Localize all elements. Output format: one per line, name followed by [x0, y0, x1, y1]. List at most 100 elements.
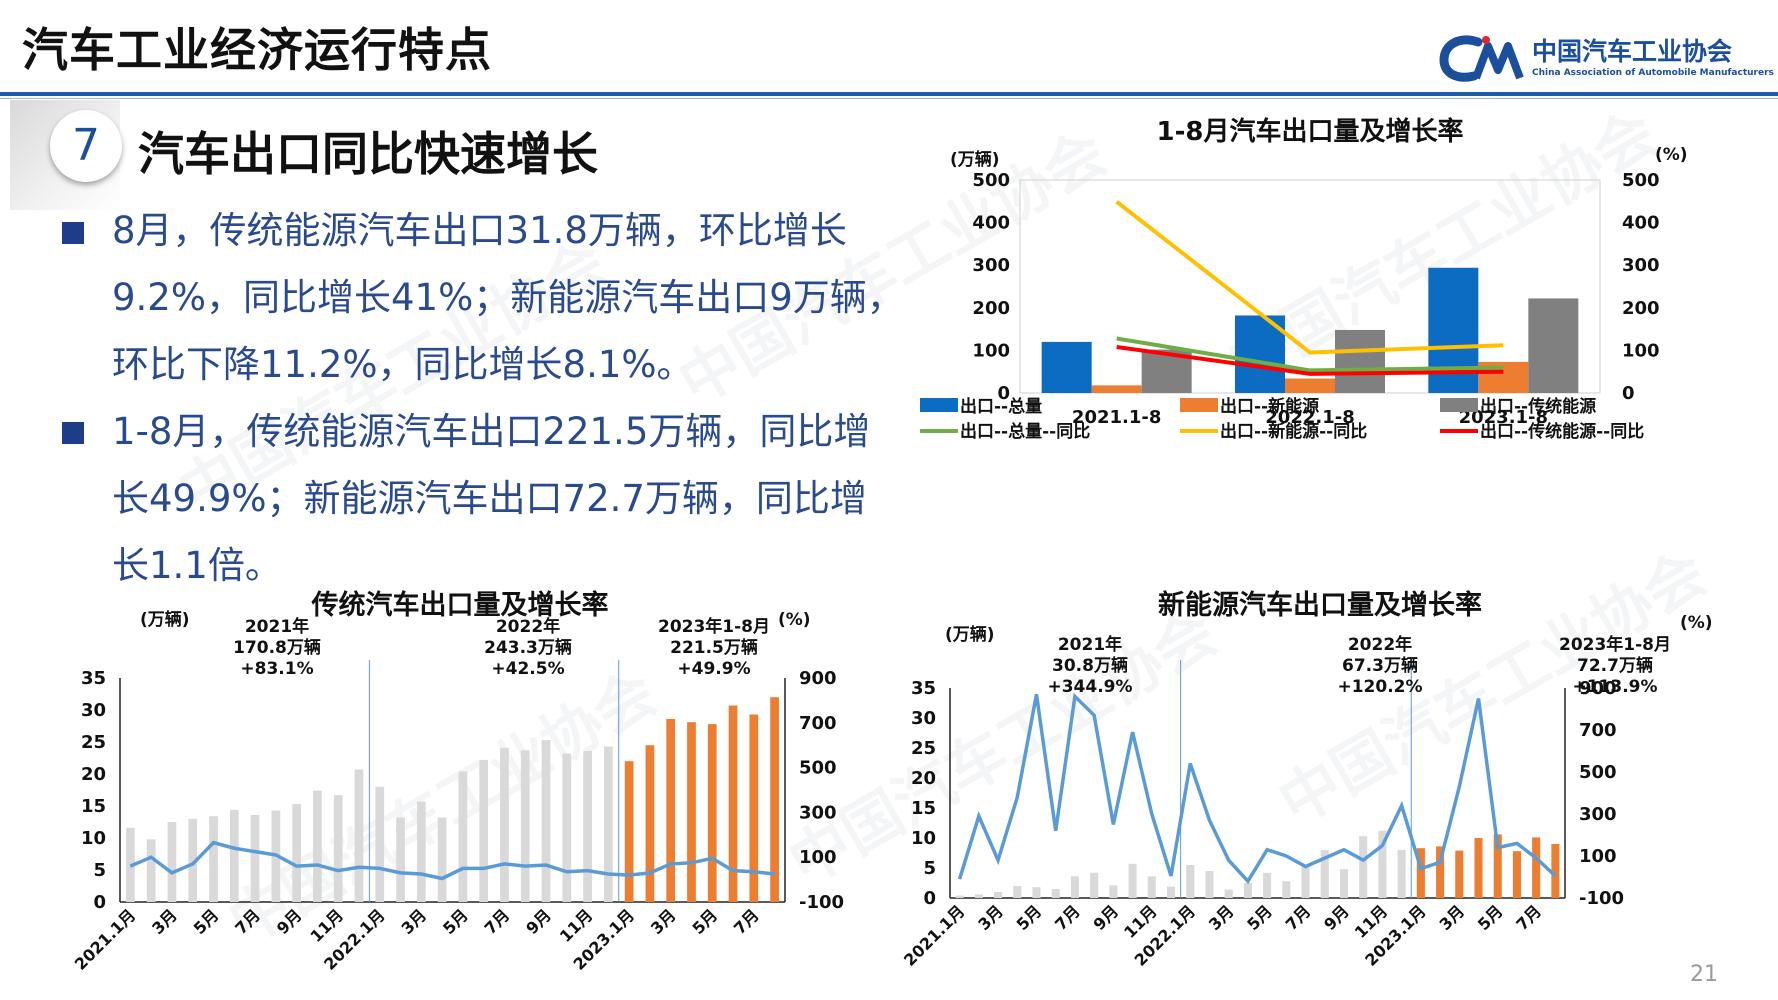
y-tick-right: 100 — [799, 847, 837, 868]
export-bar — [1359, 836, 1368, 898]
export-bar — [994, 892, 1003, 898]
export-bar — [1205, 871, 1214, 898]
x-tick-label: 3月 — [148, 905, 181, 938]
org-name: 中国汽车工业协会 — [1532, 37, 1733, 66]
export-bar — [666, 718, 676, 902]
nev-export-chart: 新能源汽车出口量及增长率 (万辆) (%) 0 5 10 15 20 25 30 35 -100 100… — [900, 589, 1713, 970]
y-tick-left: 0 — [997, 383, 1010, 404]
export-bar — [1397, 850, 1406, 898]
export-bar — [974, 894, 983, 898]
x-tick-label: 3月 — [974, 901, 1007, 934]
x-tick-label: 2021.1月 — [900, 901, 968, 969]
section-heading: 汽车出口同比快速增长 — [138, 127, 598, 181]
x-tick-label: 3月 — [1435, 901, 1468, 934]
export-bar — [292, 804, 302, 902]
y-axis-label-right: (%) — [1680, 613, 1713, 633]
y-tick-left: 300 — [972, 255, 1010, 276]
y-tick-left: 10 — [81, 828, 106, 849]
export-bar — [562, 753, 572, 902]
export-bar — [479, 759, 489, 902]
x-tick-label: 7月 — [730, 905, 763, 938]
y-tick-left: 15 — [81, 796, 106, 817]
y-tick-right: 900 — [799, 668, 837, 689]
legend-swatch — [1440, 398, 1478, 412]
x-tick-label: 7月 — [1512, 901, 1545, 934]
legend-label: 出口--传统能源 — [1480, 396, 1596, 417]
period-annotation: 2022年 — [1348, 634, 1412, 655]
y-tick-left: 20 — [81, 764, 106, 785]
export-bar — [1493, 834, 1502, 898]
org-logo: 中国汽车工业协会 China Association of Automobile… — [1439, 30, 1774, 86]
export-bar — [1378, 830, 1387, 898]
period-annotation: 67.3万辆 — [1342, 655, 1418, 676]
period-annotation: 2022年 — [496, 616, 560, 637]
legend-label: 出口--总量--同比 — [960, 421, 1090, 442]
export-bar — [146, 839, 156, 902]
export-bar — [1455, 850, 1464, 898]
export-bar — [770, 697, 779, 902]
x-tick-label: 5月 — [190, 905, 223, 938]
bar-nev — [1091, 385, 1142, 393]
export-bar — [1243, 883, 1252, 898]
export-bar — [1339, 869, 1349, 898]
y-tick-right: -100 — [799, 892, 844, 913]
export-bar — [333, 795, 343, 902]
bullet-marker — [62, 222, 84, 244]
export-bar — [728, 705, 738, 902]
y-tick-left: 35 — [911, 678, 936, 699]
x-tick-label: 2021.1月 — [71, 905, 139, 973]
y-tick-right: -100 — [1579, 888, 1624, 909]
x-tick-label: 9月 — [273, 905, 306, 938]
y-tick-left: 400 — [972, 213, 1010, 234]
export-bar — [354, 769, 364, 902]
y-tick-right: 100 — [1622, 340, 1660, 361]
export-bar — [687, 722, 696, 902]
x-tick-label: 7月 — [1051, 901, 1084, 934]
y-tick-right: 500 — [1579, 762, 1617, 783]
x-tick-label: 5月 — [439, 905, 472, 938]
x-tick-label: 2023.1-8 — [1459, 407, 1548, 428]
growth-line-nev — [1115, 200, 1504, 355]
export-bar — [603, 746, 613, 902]
export-bar — [1551, 844, 1560, 898]
x-tick-label: 9月 — [522, 905, 555, 938]
period-annotation: 2021年 — [1058, 634, 1122, 655]
legend-label: 出口--传统能源--同比 — [1480, 421, 1644, 442]
export-bar — [416, 801, 426, 902]
page-title: 汽车工业经济运行特点 — [22, 23, 492, 77]
period-annotation: 2021年 — [245, 616, 309, 637]
export-bar — [624, 761, 634, 902]
export-bar — [209, 816, 218, 902]
legend-label: 出口--新能源--同比 — [1220, 421, 1367, 442]
export-bar — [1186, 865, 1195, 898]
chart-title: 1-8月汽车出口量及增长率 — [1157, 116, 1464, 147]
export-bar — [1090, 872, 1099, 898]
x-tick-label: 2021.1-8 — [1072, 407, 1161, 428]
export-bar — [1301, 866, 1310, 898]
export-bar — [645, 745, 655, 902]
export-bar — [520, 750, 530, 902]
export-bar — [250, 814, 260, 902]
x-tick-label: 9月 — [1090, 901, 1123, 934]
export-bar — [500, 747, 509, 902]
traditional-export-chart: 传统汽车出口量及增长率 (万辆) (%) 0 5 10 15 20 25 30 35 -100 100 3… — [71, 589, 844, 974]
bar-total — [1041, 341, 1092, 393]
period-annotation: 170.8万辆 — [233, 637, 321, 658]
growth-line-total — [1116, 336, 1504, 373]
x-tick-label: 7月 — [481, 905, 514, 938]
y-tick-right: 300 — [1622, 255, 1660, 276]
export-bar — [1224, 889, 1233, 898]
y-tick-right: 300 — [799, 802, 837, 823]
y-tick-right: 100 — [1579, 846, 1617, 867]
y-tick-left: 25 — [81, 732, 106, 753]
header-rule-thin — [0, 98, 1778, 99]
x-tick-label: 5月 — [1013, 901, 1046, 934]
bullet-text: 8月，传统能源汽车出口31.8万辆，环比增长9.2%，同比增长41%；新能源汽车… — [112, 209, 904, 386]
y-tick-left: 35 — [81, 668, 106, 689]
chart-title: 传统汽车出口量及增长率 — [311, 589, 609, 621]
y-tick-left: 500 — [972, 170, 1010, 191]
export-bar — [167, 822, 177, 902]
x-tick-label: 5月 — [688, 905, 721, 938]
export-bar — [1051, 889, 1060, 898]
period-annotation: 2023年1-8月 — [1559, 634, 1671, 655]
